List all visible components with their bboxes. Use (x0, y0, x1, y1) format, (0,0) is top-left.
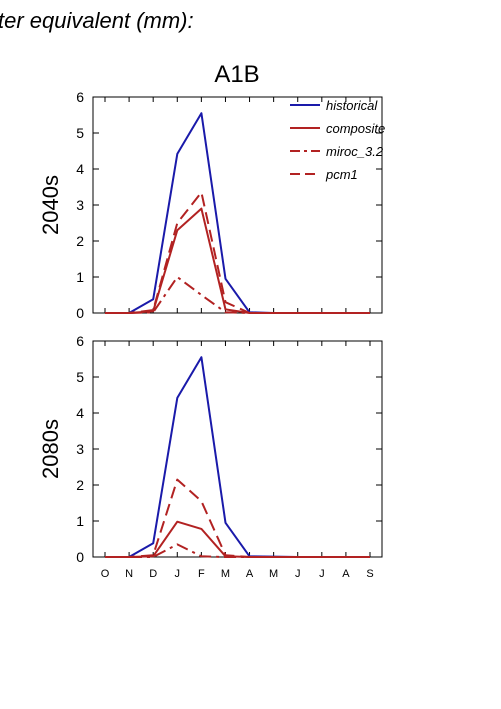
y-tick-label: 5 (76, 125, 84, 141)
y-tick-label: 1 (76, 513, 84, 529)
x-tick-label: O (101, 568, 110, 580)
y-axis-label: 2080s (38, 419, 63, 479)
y-tick-label: 2 (76, 477, 84, 493)
legend-label: historical (326, 98, 378, 113)
y-tick-label: 5 (76, 369, 84, 385)
y-tick-label: 6 (76, 89, 84, 105)
y-tick-label: 1 (76, 269, 84, 285)
y-axis-label: 2040s (38, 175, 63, 235)
y-tick-label: 4 (76, 405, 84, 421)
legend-label: composite (326, 121, 385, 136)
series-line-composite (105, 207, 370, 314)
y-tick-label: 6 (76, 333, 84, 349)
x-tick-label: J (295, 568, 301, 580)
series-line-pcm1 (105, 478, 370, 558)
y-tick-label: 3 (76, 197, 84, 213)
series-line-historical (105, 356, 370, 558)
x-tick-label: F (198, 568, 205, 580)
figure-title: A1B (214, 61, 259, 88)
x-tick-label: D (149, 568, 157, 580)
x-tick-label: M (269, 568, 278, 580)
y-tick-label: 0 (76, 305, 84, 321)
plot-panel-2: 0 1 2 3 4 5 6 O N D J F M A M J J A S 2080s (38, 333, 383, 580)
y-tick-label: 0 (76, 549, 84, 565)
x-tick-label: M (221, 568, 230, 580)
series-line-miroc-3-2 (105, 543, 370, 558)
series-line-pcm1 (105, 191, 370, 314)
x-tick-label: A (246, 568, 254, 580)
legend: historical composite miroc_3.2 pcm1 (290, 98, 385, 182)
x-tick-label: J (175, 568, 181, 580)
y-tick-label: 4 (76, 161, 84, 177)
x-tick-label: J (319, 568, 325, 580)
x-tick-label: A (342, 568, 350, 580)
x-tick-label: N (125, 568, 133, 580)
y-tick-label: 3 (76, 441, 84, 457)
plot-panel-1: 0 1 2 3 4 5 6 2040s historical composite miroc_3.2… (38, 89, 385, 321)
legend-label: miroc_3.2 (326, 144, 384, 159)
header-text: ter equivalent (mm): (0, 8, 194, 33)
x-tick-label: S (366, 568, 373, 580)
y-tick-label: 2 (76, 233, 84, 249)
legend-label: pcm1 (325, 167, 358, 182)
plot-frame (92, 340, 383, 558)
series-line-miroc-3-2 (105, 276, 370, 314)
